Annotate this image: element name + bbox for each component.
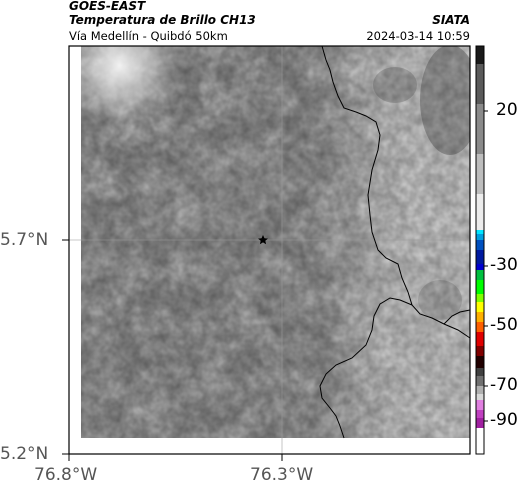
org-label: SIATA (432, 13, 470, 27)
lat-label: 5.2°N (0, 444, 49, 464)
lat-label: 5.7°N (0, 230, 49, 250)
region-subtitle: Vía Medellín - Quibdó 50km (69, 29, 228, 43)
colorbar-label: -50 (490, 315, 518, 335)
satellite-image (81, 46, 470, 438)
colorbar-label: 20 (496, 100, 518, 120)
satellite-title: GOES-EAST (69, 0, 146, 13)
boundary-line (443, 309, 471, 325)
boundary-line (319, 297, 413, 439)
timestamp-label: 2024-03-14 10:59 (366, 29, 470, 43)
colorbar-label: -30 (490, 255, 518, 275)
colorbar-label: -70 (490, 375, 518, 395)
colorbar-label: -90 (490, 410, 518, 430)
star-icon (258, 235, 268, 245)
lon-label: 76.3°W (250, 465, 314, 485)
colorbar (475, 45, 488, 455)
map-frame (68, 45, 471, 455)
lon-label: 76.8°W (34, 465, 98, 485)
product-title: Temperatura de Brillo CH13 (69, 13, 256, 27)
boundary-line (321, 45, 471, 339)
